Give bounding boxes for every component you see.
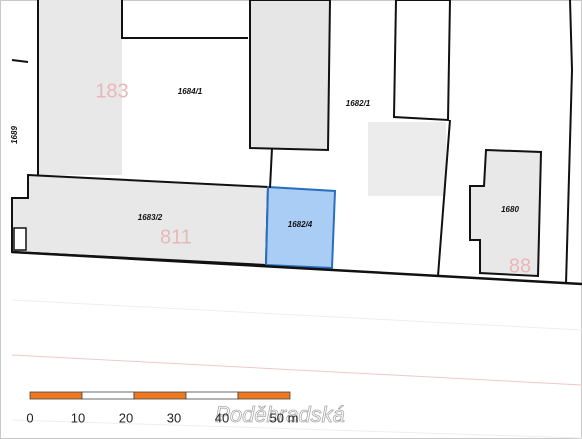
scale-segment	[29, 391, 83, 400]
parcel-boundary	[11, 59, 29, 63]
house-number: 811	[160, 226, 192, 248]
scale-segment	[237, 391, 291, 400]
parcel-boundary	[437, 119, 451, 277]
scale-label: 40	[215, 410, 229, 425]
parcel-boundary	[565, 0, 574, 285]
scale-label: 20	[119, 410, 133, 425]
house-number: 183	[95, 80, 128, 102]
parcel-label: 1682/1	[346, 99, 371, 108]
building	[469, 148, 543, 278]
parcel-boundary	[121, 0, 248, 39]
building	[392, 0, 452, 122]
building	[249, 0, 332, 152]
selected-parcel[interactable]	[264, 185, 337, 270]
scale-segment	[133, 391, 187, 400]
street-edge	[11, 354, 582, 386]
scale-label: 50 m	[270, 410, 299, 425]
scale-label: 30	[167, 410, 181, 425]
street-edge	[11, 419, 582, 439]
building	[368, 122, 446, 196]
parcel-label: 1689	[10, 126, 19, 144]
street-edge	[11, 299, 582, 331]
parcel-label: 1683/2	[138, 213, 163, 222]
building	[38, 38, 122, 175]
parcel-boundary	[269, 147, 273, 189]
building	[13, 227, 27, 251]
street-line	[11, 250, 582, 286]
parcel-label: 1680	[501, 205, 519, 214]
scale-label: 0	[26, 410, 33, 425]
scale-segment	[185, 391, 239, 400]
street-name: Poděbradská	[215, 402, 345, 427]
parcel-label: 1682/4	[288, 220, 313, 229]
scale-segment	[81, 391, 135, 400]
house-number: 88	[509, 255, 531, 277]
scale-labels: 0 10 20 30 40 50 m	[26, 410, 298, 425]
building	[38, 0, 122, 38]
parcel-label: 1684/1	[178, 87, 203, 96]
scale-label: 10	[71, 410, 85, 425]
